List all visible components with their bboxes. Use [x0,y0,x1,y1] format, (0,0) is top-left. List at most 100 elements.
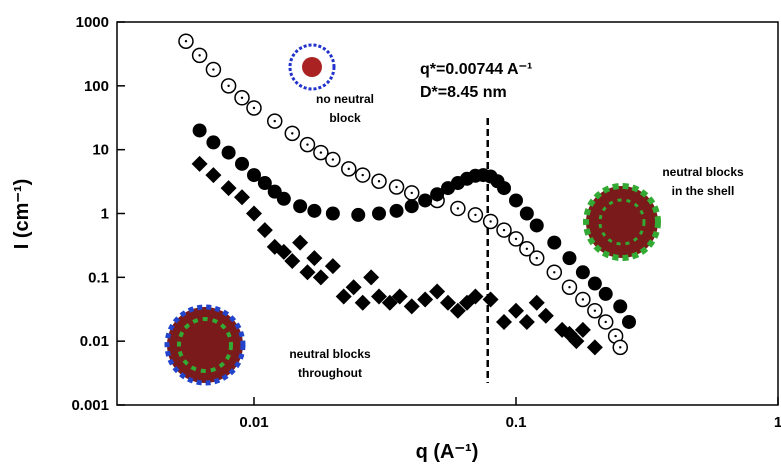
filled-circle [307,203,322,218]
annotation: no neutral [316,92,374,106]
diamond [335,288,352,305]
filled-circle [404,199,419,214]
filled-circle [351,207,366,222]
open-circle-dot [474,213,477,217]
diamond [537,307,554,324]
open-circle-dot [306,143,309,146]
open-circle-dot [347,167,350,171]
filled-circle [613,299,628,314]
filled-circle [418,193,433,208]
diamond [449,302,466,319]
diamond [363,269,380,286]
x-axis-label: q (A⁻¹) [416,441,479,463]
open-circle-dot [502,228,506,232]
open-circle-dot [456,207,460,210]
diamond [429,283,446,300]
diamond [417,291,434,308]
annotation: block [329,111,361,125]
annotation: neutral blocks [289,347,371,361]
filled-circle [529,218,544,233]
diamond [284,253,301,270]
filled-circle [389,203,404,218]
diamond [518,313,535,330]
annotation: throughout [298,366,362,380]
icon-throughout [164,304,246,386]
diamond [220,180,237,197]
open-circle-dot [252,106,256,110]
open-circle-dot [489,220,492,223]
diamond [324,258,341,275]
filled-circle [192,123,207,138]
y-tick-label: 10 [92,142,109,159]
filled-circle [430,187,445,202]
diamond [292,234,309,251]
diamond [371,288,388,305]
open-circle-dot [553,271,556,274]
open-circle-dot [227,84,230,88]
y-tick-label: 1000 [76,14,109,31]
x-tick-label: 0.01 [239,414,268,431]
open-circle-dot [377,180,381,183]
icon-no-neutral [288,43,336,91]
y-tick-label: 100 [84,78,109,95]
diamond [439,294,456,311]
open-circle-dot [184,40,188,43]
x-tick-label: 0.1 [506,414,527,431]
y-axis-label: I (cm⁻¹) [11,179,33,250]
diamond [354,294,371,311]
diamond [528,294,545,311]
diamond [306,250,323,267]
y-tick-label: 1 [101,206,109,223]
diamond [345,279,362,296]
open-circle-dot [568,286,571,289]
open-circle-dot [614,334,617,338]
filled-circle [221,145,236,160]
filled-circle [276,191,291,206]
open-circle-dot [361,173,364,177]
filled-circle [235,156,250,171]
open-circle-dot [581,298,585,301]
diamond [403,298,420,315]
filled-circle [587,276,602,291]
diamond [507,302,524,319]
filled-circle [206,135,221,150]
filled-circle [293,199,308,214]
y-tick-label: 0.001 [71,397,109,414]
annotation: in the shell [672,184,735,198]
open-circle-dot [410,191,413,195]
filled-circle [325,206,340,221]
open-circle-dot [291,132,294,135]
open-circle-dot [604,320,607,324]
diamond [205,167,222,184]
open-circle-dot [525,247,529,250]
diamond [245,205,262,222]
open-circle-dot [198,54,201,57]
diamond [574,321,591,338]
filled-circle [519,206,534,221]
open-circle-dot [331,158,335,161]
diamond [586,339,603,356]
diamond [391,288,408,305]
open-circle-dot [514,237,518,241]
open-circle-dot [212,68,215,71]
filled-circle [562,251,577,266]
filled-circle [508,193,523,208]
filled-circle [622,314,637,329]
annotation: neutral blocks [662,165,744,179]
filled-circle [372,206,387,221]
diamond [275,243,292,260]
diamond [256,222,273,239]
diamond [467,288,484,305]
y-tick-label: 0.01 [80,333,109,350]
open-circle-dot [619,346,622,349]
filled-circle [575,265,590,280]
diamond [234,189,251,206]
annotation: D*=8.45 nm [420,84,507,101]
diamond [482,291,499,308]
diamond [496,313,513,330]
open-circle-dot [593,309,597,312]
x-tick-label: 1 [774,414,781,431]
diamond [381,294,398,311]
filled-circle [257,176,272,191]
filled-circle [598,286,613,301]
